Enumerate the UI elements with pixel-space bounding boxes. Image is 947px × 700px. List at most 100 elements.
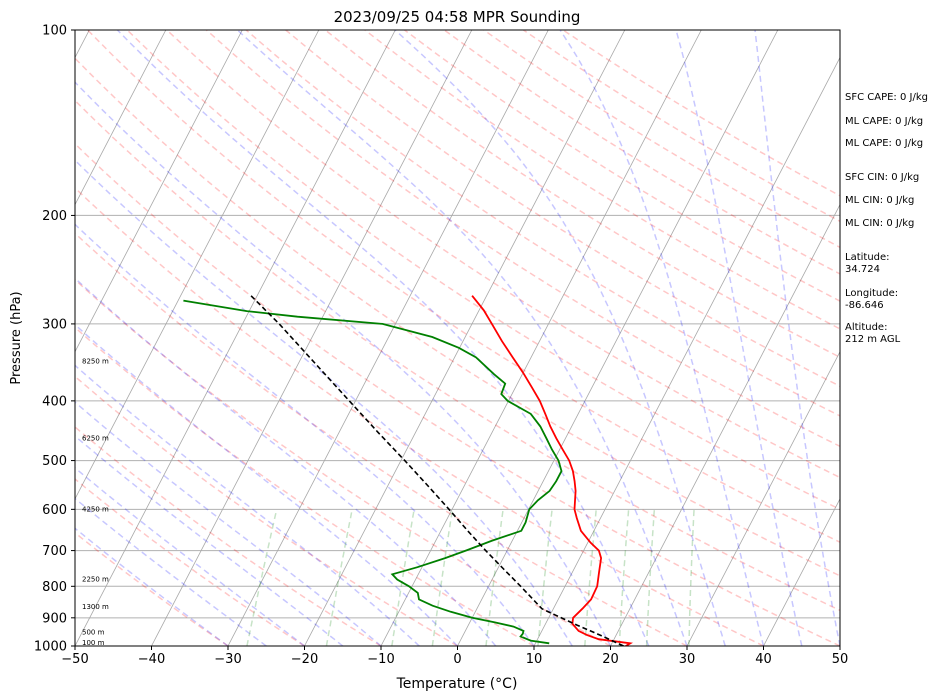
parcel-profile-line bbox=[250, 295, 624, 646]
dry-adiabat-line bbox=[75, 186, 764, 646]
dry-adiabat-line bbox=[324, 30, 840, 359]
x-tick-label: 10 bbox=[526, 652, 543, 667]
isotherm-line bbox=[75, 30, 167, 206]
dewpoint-profile-line bbox=[183, 299, 563, 645]
moist-adiabat-line bbox=[236, 30, 688, 646]
mixing-ratio-line bbox=[391, 509, 415, 646]
height-label: 4250 m bbox=[82, 505, 109, 513]
dry-adiabat-line bbox=[75, 426, 382, 646]
x-tick-label: 0 bbox=[453, 652, 461, 667]
sfc-cin-text: SFC CIN: 0 J/kg bbox=[845, 172, 920, 183]
moist-adiabat-line bbox=[75, 159, 573, 646]
isotherm-line bbox=[227, 30, 549, 646]
isotherm-line bbox=[763, 498, 840, 646]
x-tick-label: −40 bbox=[138, 652, 165, 667]
dry-adiabat-line bbox=[364, 30, 840, 330]
longitude-label: Longitude: bbox=[845, 288, 899, 299]
longitude-value: -86.646 bbox=[845, 300, 884, 311]
x-tick-label: −10 bbox=[367, 652, 394, 667]
mixing-ratio-line bbox=[246, 509, 278, 646]
height-label: 100 m bbox=[82, 639, 105, 647]
height-label: 6250 m bbox=[82, 434, 109, 442]
temperature-profile-line bbox=[471, 295, 633, 646]
moist-adiabat-line bbox=[75, 81, 612, 646]
height-label: 2250 m bbox=[82, 576, 109, 584]
x-tick-label: 20 bbox=[602, 652, 619, 667]
y-tick-label: 600 bbox=[42, 503, 67, 518]
y-tick-label: 1000 bbox=[34, 640, 67, 655]
dry-adiabat-line bbox=[245, 30, 840, 417]
dry-adiabat-line bbox=[75, 478, 305, 646]
height-label: 500 m bbox=[82, 628, 105, 636]
y-tick-label: 500 bbox=[42, 454, 67, 469]
mixing-ratio-line bbox=[645, 509, 656, 646]
dry-adiabat-line bbox=[75, 375, 458, 646]
dry-adiabat-line bbox=[87, 30, 840, 544]
x-tick-label: −30 bbox=[214, 652, 241, 667]
y-tick-label: 100 bbox=[42, 24, 67, 39]
isotherm-line bbox=[457, 30, 779, 646]
dry-adiabat-line bbox=[126, 30, 840, 511]
dry-adiabat-line bbox=[75, 57, 840, 577]
x-tick-label: 30 bbox=[679, 652, 696, 667]
y-axis-label: Pressure (hPa) bbox=[9, 291, 24, 384]
isotherm-line bbox=[533, 56, 840, 646]
x-tick-label: −50 bbox=[61, 652, 88, 667]
y-tick-label: 400 bbox=[42, 394, 67, 409]
moist-adiabat-line bbox=[75, 364, 420, 646]
height-label: 1300 m bbox=[82, 603, 109, 611]
moist-adiabat-line bbox=[75, 527, 229, 646]
sfc-cape-text: SFC CAPE: 0 J/kg bbox=[845, 92, 928, 103]
moist-adiabat-line bbox=[559, 30, 765, 646]
altitude-label: Altitude: bbox=[845, 322, 888, 333]
moist-adiabat-line bbox=[754, 30, 840, 646]
moist-adiabat-line bbox=[675, 30, 803, 646]
y-tick-label: 700 bbox=[42, 544, 67, 559]
latitude-label: Latitude: bbox=[845, 252, 890, 263]
moist-adiabat-line bbox=[75, 466, 305, 646]
isotherm-line bbox=[75, 30, 396, 646]
mixing-ratio-line bbox=[485, 509, 504, 646]
altitude-value: 212 m AGL bbox=[845, 334, 901, 345]
y-tick-label: 200 bbox=[42, 209, 67, 224]
moist-adiabat-line bbox=[75, 435, 344, 646]
latitude-value: 34.724 bbox=[845, 264, 880, 275]
mixing-ratio-line bbox=[618, 509, 630, 646]
dry-adiabat-line bbox=[75, 531, 229, 646]
dry-adiabat-line bbox=[75, 142, 840, 646]
dry-adiabat-line bbox=[75, 99, 840, 612]
isotherm-line bbox=[610, 203, 840, 646]
x-tick-label: −20 bbox=[291, 652, 318, 667]
moist-adiabat-line bbox=[75, 497, 267, 646]
isotherm-line bbox=[75, 30, 320, 500]
ml-cape-text: ML CAPE: 0 J/kg bbox=[845, 116, 924, 127]
moist-adiabat-line bbox=[75, 223, 535, 646]
mixing-ratio-line bbox=[431, 509, 454, 646]
ml-cin-text: ML CIN: 0 J/kg bbox=[845, 195, 915, 206]
height-label: 8250 m bbox=[82, 357, 109, 365]
moist-adiabat-line bbox=[116, 30, 650, 646]
isotherm-line bbox=[686, 350, 840, 646]
isotherm-line bbox=[75, 30, 243, 353]
ml-cape-text-2: ML CAPE: 0 J/kg bbox=[845, 138, 924, 149]
ml-cin-text-2: ML CIN: 0 J/kg bbox=[845, 218, 915, 229]
dry-adiabat-line bbox=[205, 30, 840, 448]
x-tick-label: 50 bbox=[832, 652, 849, 667]
moist-adiabat-line bbox=[394, 30, 726, 646]
moist-adiabat-line bbox=[75, 323, 459, 646]
y-tick-label: 300 bbox=[42, 317, 67, 332]
moist-adiabat-line bbox=[75, 277, 497, 646]
y-tick-label: 800 bbox=[42, 580, 67, 595]
mixing-ratio-line bbox=[325, 509, 353, 646]
isotherm-line bbox=[380, 30, 702, 646]
dry-adiabat-line bbox=[75, 278, 611, 646]
y-tick-label: 900 bbox=[42, 611, 67, 626]
chart-title: 2023/09/25 04:58 MPR Sounding bbox=[334, 8, 581, 26]
dry-adiabat-line bbox=[166, 30, 840, 479]
x-tick-label: 40 bbox=[755, 652, 772, 667]
x-axis-label: Temperature (°C) bbox=[396, 676, 518, 692]
isotherm-line bbox=[304, 30, 626, 646]
isotherm-line bbox=[151, 30, 473, 646]
dry-adiabat-line bbox=[75, 326, 535, 646]
